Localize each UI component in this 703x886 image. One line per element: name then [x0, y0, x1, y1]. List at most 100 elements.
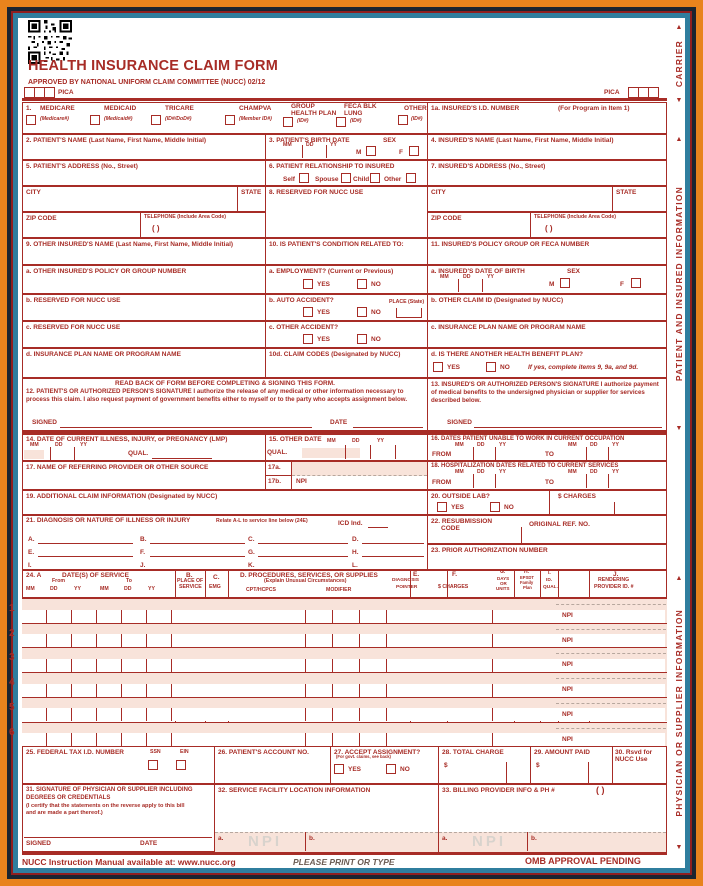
diag-l-label: L.: [352, 562, 358, 569]
item31-signature-line[interactable]: [24, 837, 212, 838]
item11d-box: [427, 348, 667, 378]
sex-m-checkbox[interactable]: [366, 146, 376, 156]
accept-no-checkbox[interactable]: [386, 764, 396, 774]
diag-i-line[interactable]: [38, 562, 133, 570]
medicare-checkbox[interactable]: [26, 115, 36, 125]
item11b-box[interactable]: [427, 294, 667, 321]
medicaid-checkbox[interactable]: [90, 115, 100, 125]
diag-c-line[interactable]: [258, 536, 348, 544]
service-line-1[interactable]: 1 NPI: [9, 598, 667, 623]
sex-f-checkbox[interactable]: [409, 146, 419, 156]
item9c-label: c. RESERVED FOR NUCC USE: [26, 324, 121, 331]
item18-to-yy: YY: [612, 469, 619, 475]
service-line-5-entry[interactable]: [22, 708, 665, 722]
item11-box[interactable]: [427, 238, 667, 265]
pica-box-right-3[interactable]: [648, 87, 659, 98]
rel-child-checkbox[interactable]: [370, 173, 380, 183]
item33-npi-strip[interactable]: [439, 832, 666, 852]
item16-box[interactable]: [427, 434, 667, 461]
diag-b-line[interactable]: [150, 536, 245, 544]
th-yy1: YY: [74, 586, 81, 592]
service-line-6-entry[interactable]: [22, 733, 665, 747]
item29-dollar: $: [536, 762, 540, 769]
item32-npi-strip[interactable]: [215, 832, 438, 852]
ein-checkbox[interactable]: [176, 760, 186, 770]
item11a-box[interactable]: [427, 265, 667, 294]
service-line-3-entry[interactable]: [22, 659, 665, 673]
employment-no-checkbox[interactable]: [357, 279, 367, 289]
item1a-box[interactable]: [427, 102, 667, 134]
diag-f-line[interactable]: [150, 549, 245, 557]
item11c-label: c. INSURANCE PLAN NAME OR PROGRAM NAME: [431, 324, 586, 331]
icd-ind-field[interactable]: [368, 519, 388, 528]
accept-yes-checkbox[interactable]: [334, 764, 344, 774]
footer-nucc-link[interactable]: NUCC Instruction Manual available at: ww…: [22, 857, 236, 867]
other-plan-checkbox[interactable]: [398, 115, 408, 125]
item4-box[interactable]: [427, 134, 667, 160]
item32a-npi-watermark: NPI: [248, 833, 283, 850]
diag-a-line[interactable]: [38, 536, 133, 544]
feca-blk-lung-checkbox[interactable]: [336, 117, 346, 127]
insured-city-box[interactable]: [427, 186, 613, 212]
diag-d-line[interactable]: [362, 536, 424, 544]
item11c-box[interactable]: [427, 321, 667, 348]
insured-dob-mm: MM: [440, 274, 449, 280]
item12-signature-line[interactable]: [60, 419, 312, 428]
service-line-5[interactable]: 5 NPI: [9, 696, 667, 722]
insured-state-box[interactable]: [612, 186, 667, 212]
patient-phone-box[interactable]: [140, 212, 266, 238]
group-health-plan-checkbox[interactable]: [283, 117, 293, 127]
service-line-6[interactable]: 6 NPI: [9, 721, 667, 747]
item17a-field[interactable]: [292, 462, 427, 476]
item7-box[interactable]: [427, 160, 667, 186]
service-line-1-number: 1: [9, 603, 15, 614]
rel-self-checkbox[interactable]: [299, 173, 309, 183]
tricare-checkbox[interactable]: [151, 115, 161, 125]
insured-phone-box[interactable]: [530, 212, 667, 238]
service-line-4[interactable]: 4 NPI: [9, 672, 667, 697]
other-plan-yes-checkbox[interactable]: [433, 362, 443, 372]
other-plan-no-checkbox[interactable]: [486, 362, 496, 372]
service-line-2-entry[interactable]: [22, 634, 665, 648]
auto-accident-yes-checkbox[interactable]: [303, 307, 313, 317]
outside-lab-yes-checkbox[interactable]: [437, 502, 447, 512]
service-line-2[interactable]: 2 NPI: [9, 622, 667, 648]
item17a-label: 17a.: [268, 464, 281, 471]
carrier-vertical-label: CARRIER: [674, 40, 684, 88]
service-line-1-entry[interactable]: [22, 609, 665, 623]
insured-sex-f-checkbox[interactable]: [631, 278, 641, 288]
service-line-4-entry[interactable]: [22, 683, 665, 697]
item12-date-line[interactable]: [353, 419, 423, 428]
item22-box[interactable]: [427, 515, 667, 544]
rel-other-checkbox[interactable]: [406, 173, 416, 183]
item30-box[interactable]: [612, 746, 667, 784]
diag-k-line[interactable]: [258, 562, 348, 570]
ssn-checkbox[interactable]: [148, 760, 158, 770]
place-state-field[interactable]: [396, 308, 422, 318]
feca-blk-lung-sub: (ID#): [350, 118, 362, 124]
other-accident-no-checkbox[interactable]: [357, 334, 367, 344]
insured-sex-m-checkbox[interactable]: [560, 278, 570, 288]
diag-l-line[interactable]: [362, 562, 424, 570]
auto-accident-no-checkbox[interactable]: [357, 307, 367, 317]
employment-yes-checkbox[interactable]: [303, 279, 313, 289]
diag-j-line[interactable]: [150, 562, 245, 570]
outside-lab-no-checkbox[interactable]: [490, 502, 500, 512]
pica-box-left-3[interactable]: [44, 87, 55, 98]
divider: [586, 447, 587, 460]
item13-signature-line[interactable]: [474, 419, 662, 428]
th-g1: DAYS: [497, 576, 510, 581]
arrow-down-icon: ▼: [675, 844, 683, 851]
patient-city-box[interactable]: [22, 186, 238, 212]
service-line-3[interactable]: 3 NPI: [9, 647, 667, 673]
champva-checkbox[interactable]: [225, 115, 235, 125]
diag-e-line[interactable]: [38, 549, 133, 557]
other-accident-yes-checkbox[interactable]: [303, 334, 313, 344]
item33a-npi-watermark: NPI: [472, 833, 507, 850]
diag-g-line[interactable]: [258, 549, 348, 557]
item14-qual-line[interactable]: [152, 450, 212, 459]
diag-h-line[interactable]: [362, 549, 424, 557]
rel-spouse-checkbox[interactable]: [341, 173, 351, 183]
patient-state-label: STATE: [241, 189, 262, 196]
item23-box[interactable]: [427, 544, 667, 570]
